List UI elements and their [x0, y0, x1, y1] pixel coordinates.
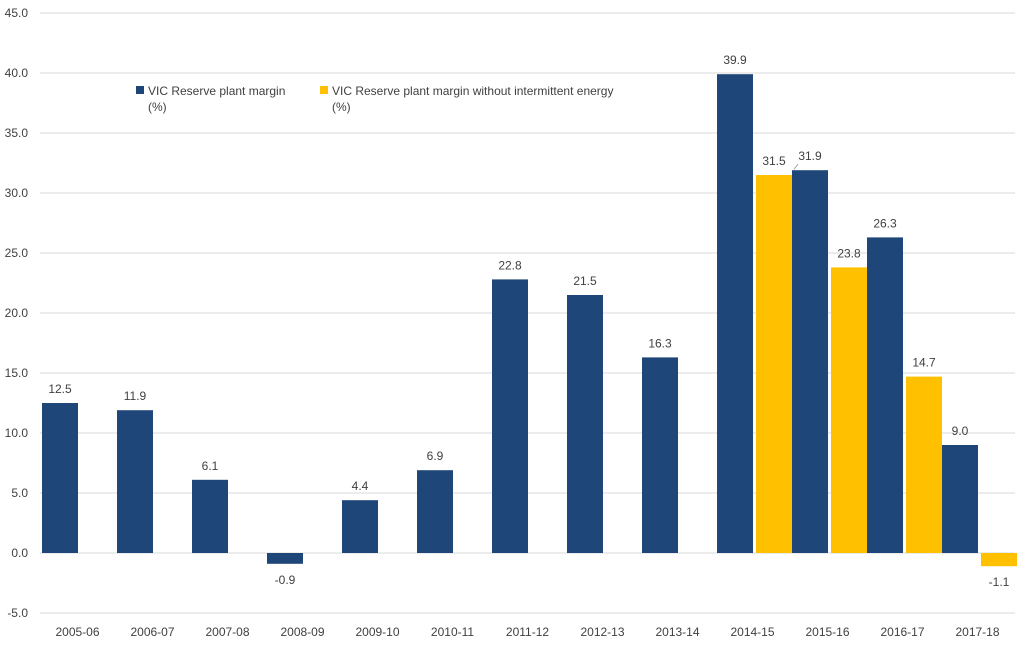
data-label: 26.3: [873, 216, 897, 230]
x-tick-label: 2017-18: [955, 625, 999, 639]
data-label: 22.8: [498, 258, 522, 272]
x-tick-label: 2013-14: [655, 625, 699, 639]
data-label: -0.9: [275, 573, 296, 587]
bar-series-1: [42, 403, 78, 553]
data-label: 39.9: [723, 53, 747, 67]
data-label: 4.4: [352, 479, 369, 493]
legend: VIC Reserve plant margin (%) VIC Reserve p…: [136, 84, 613, 114]
legend-label: (%): [332, 100, 351, 114]
bar-series-2: [906, 376, 942, 553]
y-tick-label: 40.0: [5, 66, 29, 80]
x-axis-tick-labels: 2005-06 2006-07 2007-08 2008-09 2009-10 2010-…: [55, 625, 999, 639]
data-label: 31.9: [798, 149, 822, 163]
data-label: 31.5: [762, 154, 786, 168]
data-label: 14.7: [912, 356, 936, 370]
y-tick-label: 30.0: [5, 186, 29, 200]
bar-series-2: [831, 267, 867, 553]
x-tick-label: 2009-10: [355, 625, 399, 639]
y-tick-label: 25.0: [5, 246, 29, 260]
y-tick-label: 10.0: [5, 426, 29, 440]
bar-series-1: [117, 410, 153, 553]
x-tick-label: 2005-06: [55, 625, 99, 639]
y-tick-label: 20.0: [5, 306, 29, 320]
data-label: 21.5: [573, 274, 597, 288]
bar-series-1: [492, 279, 528, 553]
data-label: 16.3: [648, 336, 672, 350]
y-tick-label: 5.0: [11, 486, 28, 500]
legend-label: VIC Reserve plant margin without intermi…: [332, 84, 613, 98]
x-tick-label: 2014-15: [730, 625, 774, 639]
data-label: 12.5: [48, 382, 72, 396]
data-labels: 12.5 11.9 6.1 -0.9 4.4 6.9 22.8 21.5 16.3 39.9 31.…: [48, 53, 1009, 589]
data-label: 6.9: [427, 449, 444, 463]
bar-series-2: [981, 553, 1017, 567]
x-tick-label: 2008-09: [280, 625, 324, 639]
bar-series-1: [942, 445, 978, 553]
legend-swatch: [136, 86, 144, 94]
x-tick-label: 2011-12: [506, 625, 549, 639]
x-tick-label: 2016-17: [880, 625, 924, 639]
bar-series-1: [267, 553, 303, 564]
y-tick-label: 0.0: [11, 546, 28, 560]
data-label: 6.1: [202, 459, 219, 473]
data-label: -1.1: [989, 575, 1010, 589]
y-tick-label: 35.0: [5, 126, 29, 140]
x-tick-label: 2010-11: [431, 625, 474, 639]
data-label: 11.9: [124, 389, 147, 403]
bar-series-1: [792, 170, 828, 553]
bar-series-1: [867, 237, 903, 553]
bar-series-1: [567, 295, 603, 553]
x-tick-label: 2006-07: [130, 625, 174, 639]
y-tick-label: 15.0: [5, 366, 29, 380]
x-tick-label: 2007-08: [205, 625, 249, 639]
bar-series-2: [756, 175, 792, 553]
data-label-leader-line: [793, 163, 799, 170]
data-label: 23.8: [837, 246, 861, 260]
bars: [42, 74, 1017, 567]
bar-series-1: [417, 470, 453, 553]
y-axis-tick-labels: -5.0 0.0 5.0 10.0 15.0 20.0 25.0 30.0 35.0 40.0 45…: [5, 6, 29, 620]
bar-series-1: [717, 74, 753, 553]
legend-label: VIC Reserve plant margin: [148, 84, 285, 98]
bar-series-1: [642, 357, 678, 553]
legend-label: (%): [148, 100, 167, 114]
bar-series-1: [192, 479, 228, 553]
y-tick-label: 45.0: [5, 6, 29, 20]
data-label: 9.0: [952, 424, 969, 438]
y-tick-label: -5.0: [7, 606, 28, 620]
x-tick-label: 2015-16: [805, 625, 849, 639]
x-tick-label: 2012-13: [580, 625, 624, 639]
bar-series-1: [342, 500, 378, 553]
legend-swatch: [320, 86, 328, 94]
